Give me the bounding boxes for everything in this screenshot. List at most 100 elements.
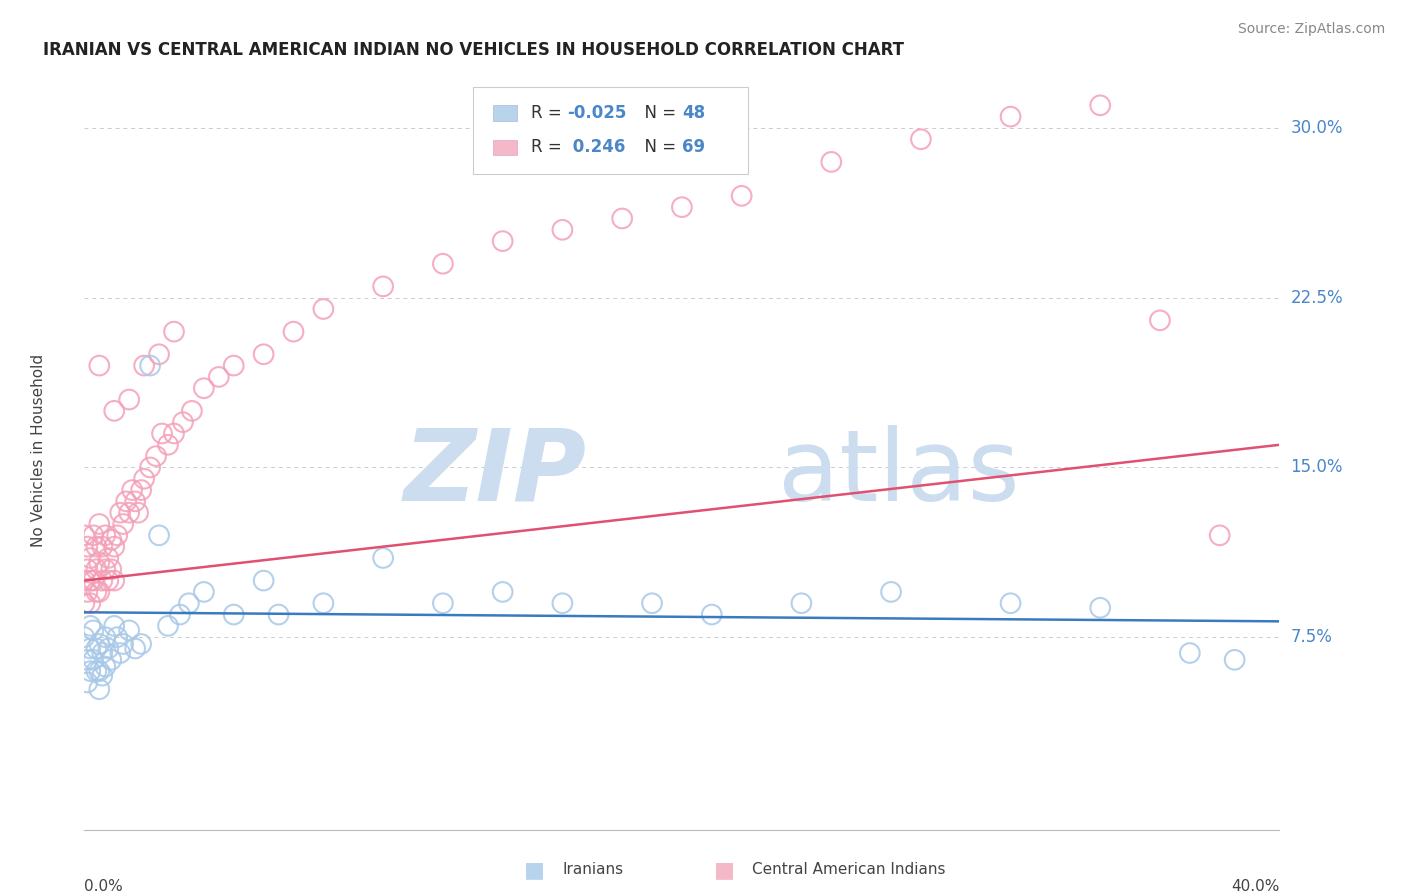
Point — [79, 619, 101, 633]
Point — [103, 619, 125, 633]
Text: Iranians: Iranians — [562, 863, 623, 877]
Point — [612, 211, 634, 226]
Text: Central American Indians: Central American Indians — [752, 863, 946, 877]
Point — [1000, 110, 1022, 124]
Point — [157, 438, 180, 452]
Point — [880, 585, 903, 599]
Text: 0.0%: 0.0% — [84, 880, 124, 892]
Point — [1000, 596, 1022, 610]
Point — [89, 516, 111, 531]
Text: 69: 69 — [682, 138, 704, 156]
Point — [86, 641, 108, 656]
Point — [163, 426, 186, 441]
Point — [82, 528, 104, 542]
Text: No Vehicles in Household: No Vehicles in Household — [31, 354, 46, 547]
Point — [139, 460, 162, 475]
Point — [910, 132, 932, 146]
Point — [163, 325, 186, 339]
Point — [82, 574, 104, 588]
Point — [86, 562, 108, 576]
Point — [110, 646, 132, 660]
Point — [820, 154, 842, 169]
Point — [731, 189, 754, 203]
Text: 0.246: 0.246 — [567, 138, 626, 156]
Point — [73, 630, 96, 644]
Point — [1178, 646, 1201, 660]
Point — [373, 551, 395, 566]
FancyBboxPatch shape — [494, 139, 517, 155]
Point — [112, 637, 135, 651]
Point — [91, 574, 114, 588]
Text: 40.0%: 40.0% — [1232, 880, 1279, 892]
Text: Source: ZipAtlas.com: Source: ZipAtlas.com — [1237, 22, 1385, 37]
Point — [105, 630, 128, 644]
Text: 30.0%: 30.0% — [1291, 119, 1343, 137]
Point — [169, 607, 191, 622]
Point — [157, 619, 180, 633]
Point — [103, 574, 125, 588]
Point — [73, 528, 96, 542]
Point — [76, 675, 98, 690]
Point — [177, 596, 200, 610]
Point — [97, 574, 120, 588]
Text: R =: R = — [531, 104, 568, 122]
Point — [89, 682, 111, 697]
Point — [118, 506, 141, 520]
Point — [79, 574, 101, 588]
Text: atlas: atlas — [778, 425, 1019, 522]
Point — [110, 506, 132, 520]
Point — [89, 664, 111, 678]
FancyBboxPatch shape — [472, 87, 748, 174]
Point — [91, 540, 114, 554]
Point — [124, 494, 146, 508]
Point — [492, 234, 515, 248]
Point — [132, 472, 156, 486]
Point — [551, 596, 574, 610]
Point — [222, 607, 245, 622]
Point — [148, 347, 170, 361]
Text: -0.025: -0.025 — [567, 104, 627, 122]
Point — [86, 540, 108, 554]
Point — [89, 359, 111, 373]
Text: 15.0%: 15.0% — [1291, 458, 1343, 476]
Point — [312, 301, 335, 316]
Point — [124, 641, 146, 656]
Point — [86, 664, 108, 678]
Point — [89, 585, 111, 599]
Point — [100, 653, 122, 667]
Point — [115, 494, 138, 508]
Point — [103, 540, 125, 554]
Point — [89, 637, 111, 651]
Point — [432, 596, 454, 610]
Point — [373, 279, 395, 293]
Text: N =: N = — [634, 138, 682, 156]
Point — [76, 585, 98, 599]
Point — [129, 483, 152, 497]
Point — [1090, 98, 1112, 112]
Point — [91, 646, 114, 660]
Point — [91, 668, 114, 682]
Point — [283, 325, 305, 339]
Point — [253, 347, 276, 361]
Point — [76, 562, 98, 576]
Text: ■: ■ — [714, 860, 734, 880]
Point — [73, 574, 96, 588]
Point — [97, 551, 120, 566]
Point — [432, 257, 454, 271]
FancyBboxPatch shape — [494, 105, 517, 120]
Text: ZIP: ZIP — [404, 425, 586, 522]
Point — [208, 370, 231, 384]
Point — [193, 381, 215, 395]
Point — [76, 540, 98, 554]
Point — [94, 630, 117, 644]
Point — [79, 641, 101, 656]
Point — [79, 551, 101, 566]
Point — [79, 596, 101, 610]
Point — [1209, 528, 1232, 542]
Point — [94, 659, 117, 673]
Point — [94, 562, 117, 576]
Point — [671, 200, 693, 214]
Point — [1149, 313, 1171, 327]
Point — [700, 607, 723, 622]
Point — [94, 528, 117, 542]
